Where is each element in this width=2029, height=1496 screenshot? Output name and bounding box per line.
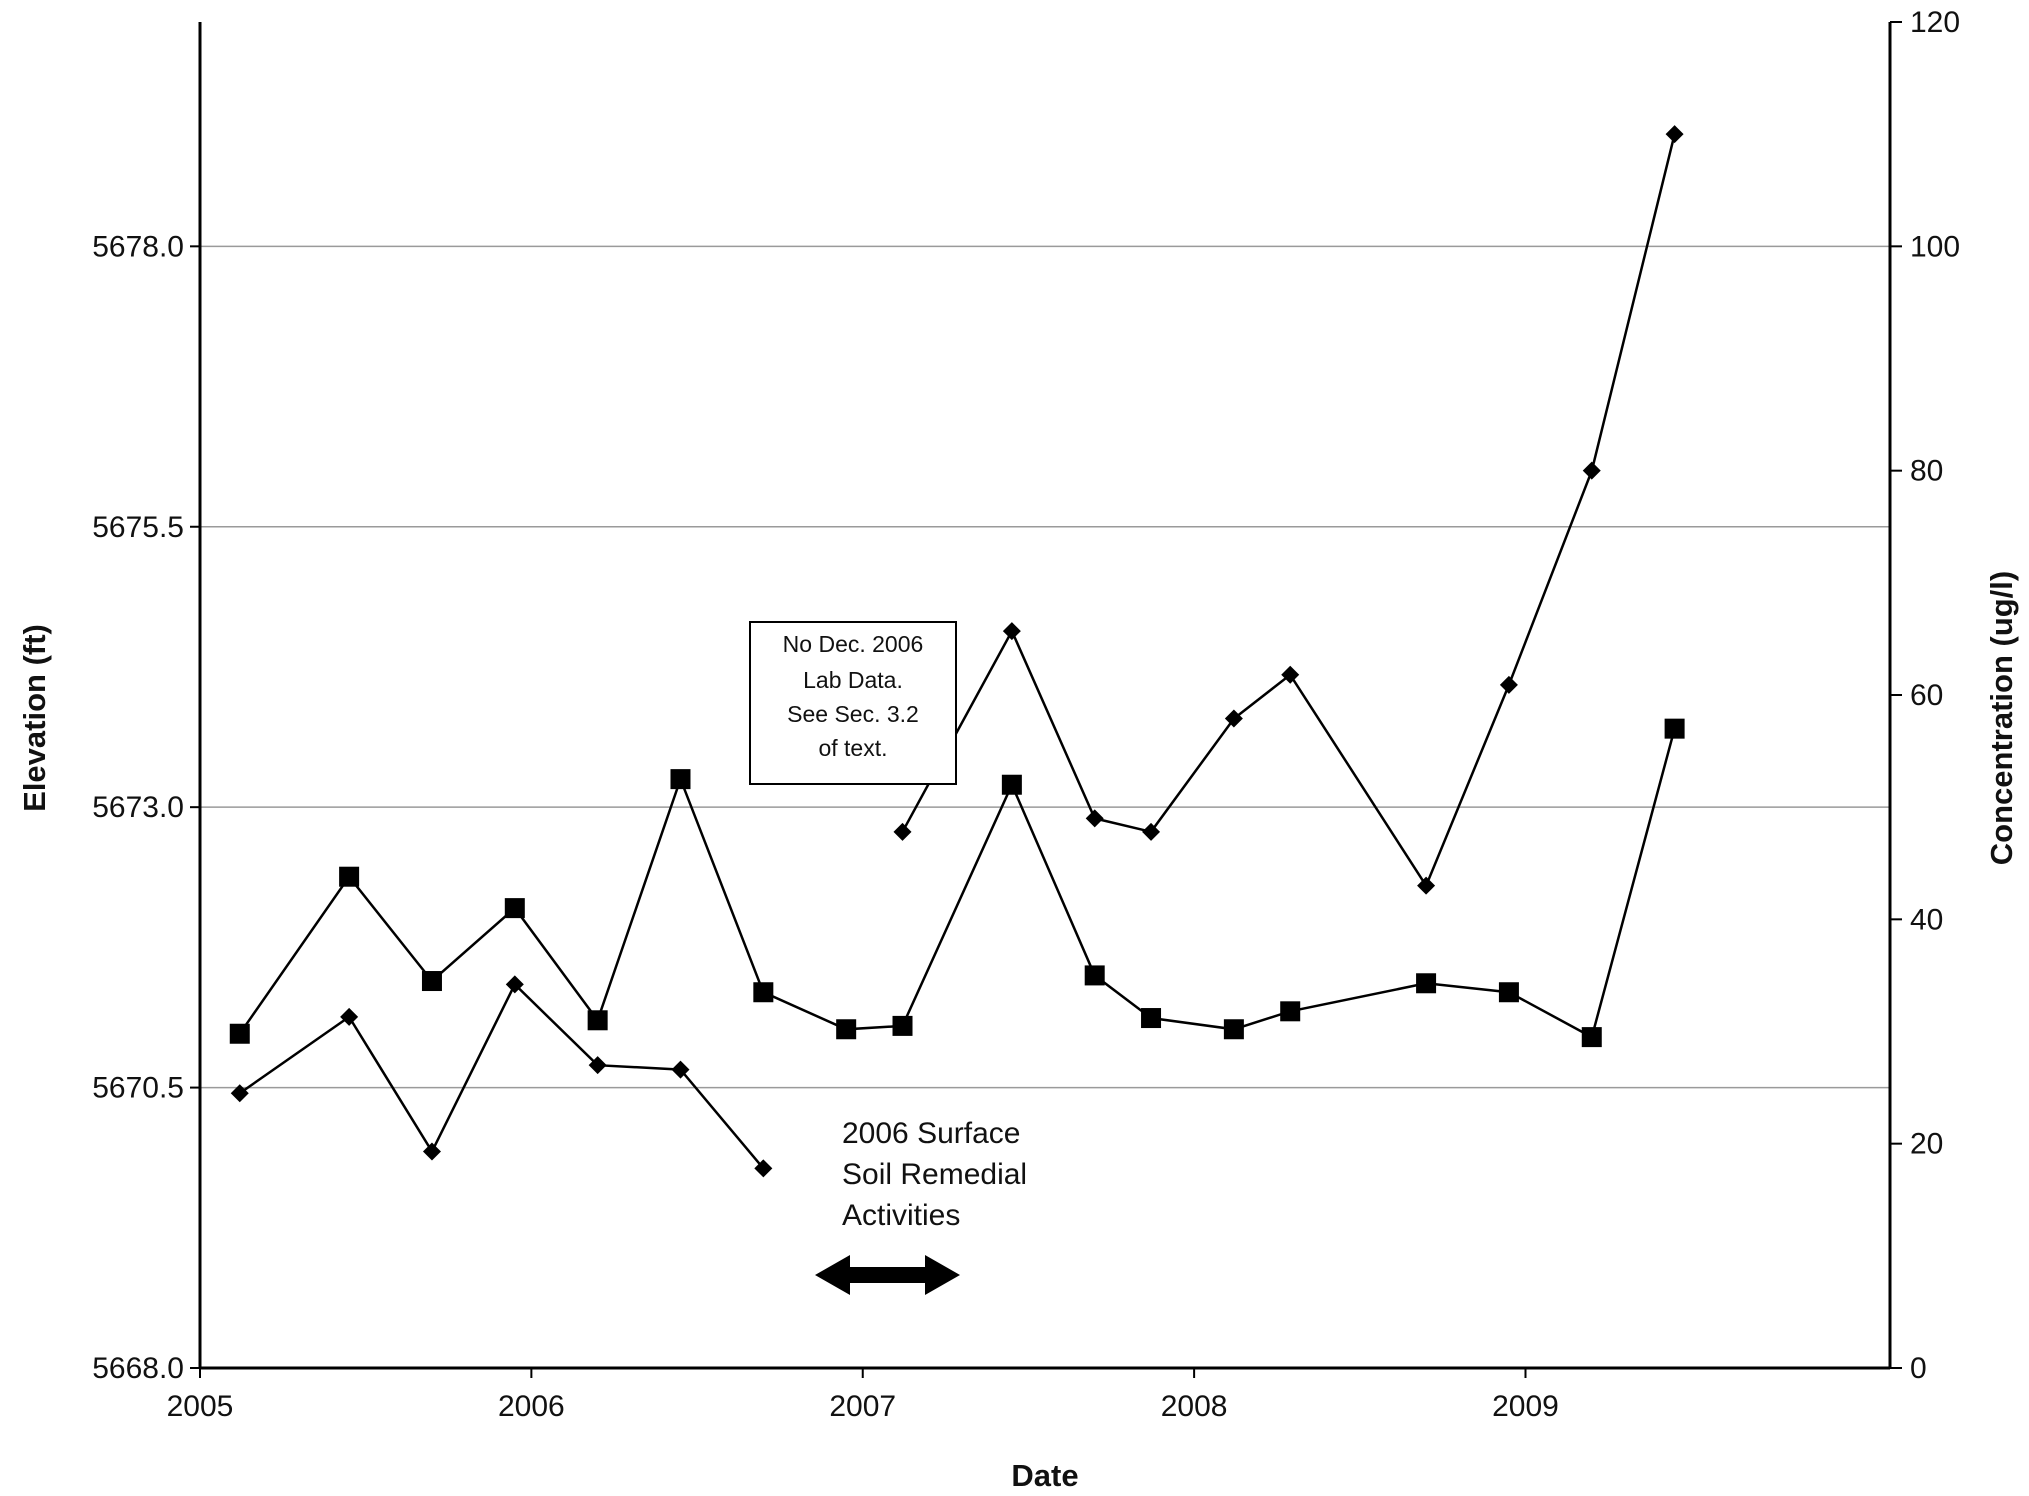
- annotation-line-1: No Dec. 2006: [783, 631, 924, 657]
- data-point-diamond: [671, 1060, 690, 1079]
- double-arrow-icon: [815, 1255, 960, 1295]
- remedial-line-3: Activities: [842, 1199, 960, 1232]
- annotation-line-3: See Sec. 3.2: [787, 701, 919, 727]
- data-point-diamond: [1002, 622, 1021, 641]
- data-point-diamond: [1582, 461, 1601, 480]
- left-y-tick-label: 5670.5: [92, 1072, 184, 1105]
- x-tick-label: 2006: [498, 1390, 565, 1423]
- data-point-square: [1141, 1008, 1162, 1029]
- data-point-square: [421, 971, 442, 992]
- left-y-tick-label: 5675.5: [92, 511, 184, 544]
- axes: [198, 22, 1892, 1370]
- data-point-diamond: [505, 975, 524, 994]
- gridlines: [200, 245, 1890, 1089]
- left-y-tick-label: 5673.0: [92, 791, 184, 824]
- right-y-tick-label: 80: [1910, 455, 1943, 488]
- data-point-diamond: [230, 1084, 249, 1103]
- data-point-square: [836, 1019, 857, 1040]
- data-point-diamond: [1281, 665, 1300, 684]
- x-tick-label: 2009: [1492, 1390, 1559, 1423]
- data-point-diamond: [1417, 876, 1436, 895]
- remedial-line-1: 2006 Surface: [842, 1117, 1020, 1150]
- right-y-tick-label: 100: [1910, 230, 1960, 263]
- right-y-tick-label: 40: [1910, 903, 1943, 936]
- data-point-square: [339, 866, 360, 887]
- annotation-no-lab-data: No Dec. 2006 Lab Data. See Sec. 3.2 of t…: [749, 621, 957, 785]
- data-point-diamond: [588, 1056, 607, 1075]
- series-diamond: [230, 125, 1684, 1178]
- data-point-square: [1084, 965, 1105, 986]
- data-point-square: [670, 769, 691, 790]
- data-point-square: [1001, 774, 1022, 795]
- series-line: [238, 728, 1676, 1039]
- right-y-tick-label: 120: [1910, 6, 1960, 39]
- right-y-tick-label: 0: [1910, 1352, 1927, 1385]
- data-point-square: [1280, 1001, 1301, 1022]
- left-y-tick-label: 5668.0: [92, 1352, 184, 1385]
- annotation-remedial-activities: 2006 Surface Soil Remedial Activities: [815, 1117, 1027, 1295]
- right-y-tick-label: 60: [1910, 679, 1943, 712]
- data-point-square: [1498, 982, 1519, 1003]
- x-tick-label: 2007: [829, 1390, 896, 1423]
- left-y-tick-label: 5678.0: [92, 230, 184, 263]
- data-point-square: [1664, 718, 1685, 739]
- data-point-square: [1416, 973, 1437, 994]
- series-square: [229, 718, 1685, 1048]
- annotation-line-4: of text.: [818, 735, 887, 761]
- x-tick-label: 2005: [167, 1390, 234, 1423]
- x-tick-label: 2008: [1161, 1390, 1228, 1423]
- series-line: [901, 133, 1676, 889]
- data-point-diamond: [422, 1142, 441, 1161]
- x-axis-title: Date: [1011, 1458, 1078, 1493]
- data-point-square: [753, 982, 774, 1003]
- data-point-diamond: [754, 1159, 773, 1178]
- data-point-diamond: [1665, 125, 1684, 144]
- annotation-box: [749, 621, 957, 785]
- annotation-line-2: Lab Data.: [803, 667, 903, 693]
- data-point-diamond: [340, 1007, 359, 1026]
- data-point-diamond: [1224, 709, 1243, 728]
- series-line: [239, 982, 765, 1170]
- ticks: 5668.0 5670.5 5673.0 5675.5 5678.0 0 20 40 60 80 1…: [92, 6, 1960, 1423]
- data-point-diamond: [1499, 675, 1518, 694]
- series: [229, 125, 1685, 1178]
- data-point-square: [587, 1010, 608, 1031]
- data-point-square: [1223, 1019, 1244, 1040]
- data-point-diamond: [1085, 809, 1104, 828]
- data-point-diamond: [893, 822, 912, 841]
- data-point-square: [504, 898, 525, 919]
- data-point-diamond: [1142, 822, 1161, 841]
- left-y-axis-title: Elevation (ft): [17, 624, 52, 812]
- data-point-square: [1581, 1027, 1602, 1048]
- remedial-line-2: Soil Remedial: [842, 1158, 1027, 1191]
- data-point-square: [892, 1015, 913, 1036]
- right-y-axis-title: Concentration (ug/l): [1984, 571, 2019, 865]
- data-point-square: [229, 1023, 250, 1044]
- right-y-tick-label: 20: [1910, 1128, 1943, 1161]
